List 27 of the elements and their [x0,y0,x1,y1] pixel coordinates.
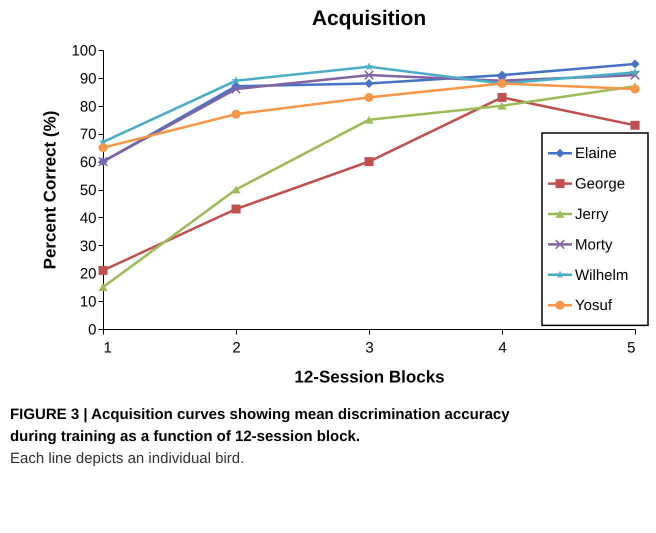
y-tick-label: 80 [80,98,96,116]
x-tick-label: 1 [104,340,112,356]
y-tick-label: 10 [80,294,96,311]
y-tick-label: 90 [80,70,96,88]
x-tick-label: 3 [365,340,374,356]
y-tick-label: 30 [80,238,96,255]
legend-label: Morty [575,236,613,254]
caption: FIGURE 3 | Acquisition curves showing mean discrimination accuracy during training as a function of 12-session block. [10,406,510,445]
legend-label: Elaine [575,145,617,162]
x-tick-label: 5 [627,340,636,356]
x-tick-label: 4 [498,340,507,356]
y-tick-label: 60 [80,154,96,172]
x-tick-label: 2 [232,340,241,356]
legend-label: Jerry [575,206,609,223]
legend-label: Yosuf [575,297,613,314]
y-tick-label: 20 [80,266,96,283]
y-tick-label: 50 [80,182,96,199]
legend-label: George [575,176,626,193]
legend-label: Wilhelm [575,266,628,284]
y-tick-label: 40 [80,210,96,227]
chart-title: Acquisition [312,7,426,30]
y-axis-title: Percent Correct (%) [40,110,60,270]
y-tick-label: 100 [71,42,96,60]
y-tick-label: 70 [80,126,96,144]
text: Each line depicts an individual bird. [10,450,244,467]
y-tick-label: 0 [88,322,96,338]
x-axis-title: 12-Session Blocks [294,368,445,386]
